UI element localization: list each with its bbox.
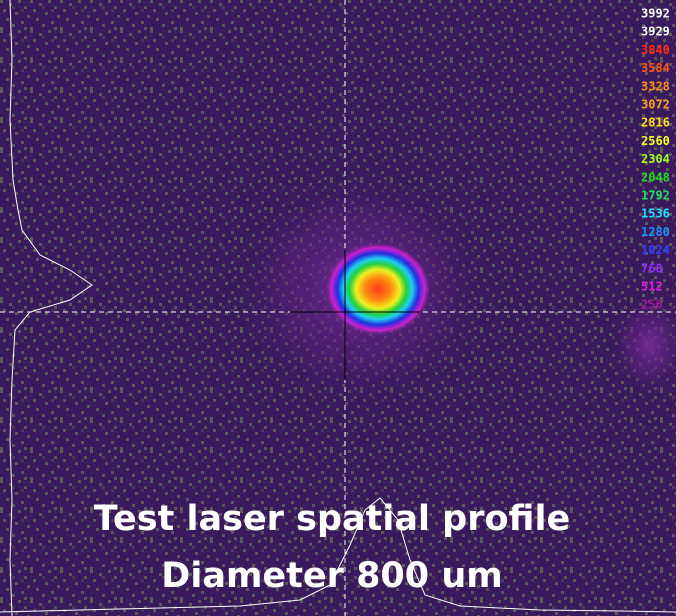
beam-profile-view: 3992 3929 3840 3584 3328 3072 2816 2560 2304 2048… <box>0 0 676 616</box>
scale-label: 3929 <box>641 25 670 39</box>
scale-label: 768 <box>641 261 663 275</box>
scale-label: 2048 <box>641 170 670 184</box>
scale-label: 3328 <box>641 79 670 93</box>
scale-label: 2816 <box>641 116 670 130</box>
scale-label: 3584 <box>641 61 670 75</box>
page: 3992 3929 3840 3584 3328 3072 2816 2560 2304 2048… <box>0 0 676 616</box>
scale-label: 1280 <box>641 225 670 239</box>
scale-label: 1536 <box>641 207 670 221</box>
scale-label: 3992 <box>641 7 670 21</box>
scale-label: 1024 <box>641 243 670 257</box>
scale-label: 1792 <box>641 189 670 203</box>
scale-label: 3840 <box>641 43 670 57</box>
caption-line: Diameter 800 um <box>161 556 502 596</box>
scale-label: 3072 <box>641 98 670 112</box>
scale-label: 2560 <box>641 134 670 148</box>
scale-label: 256 <box>641 298 663 312</box>
caption-line: Test laser spatial profile <box>94 499 570 539</box>
scale-label: 512 <box>641 280 663 294</box>
scale-label: 2304 <box>641 152 670 166</box>
beam-core <box>326 243 430 335</box>
